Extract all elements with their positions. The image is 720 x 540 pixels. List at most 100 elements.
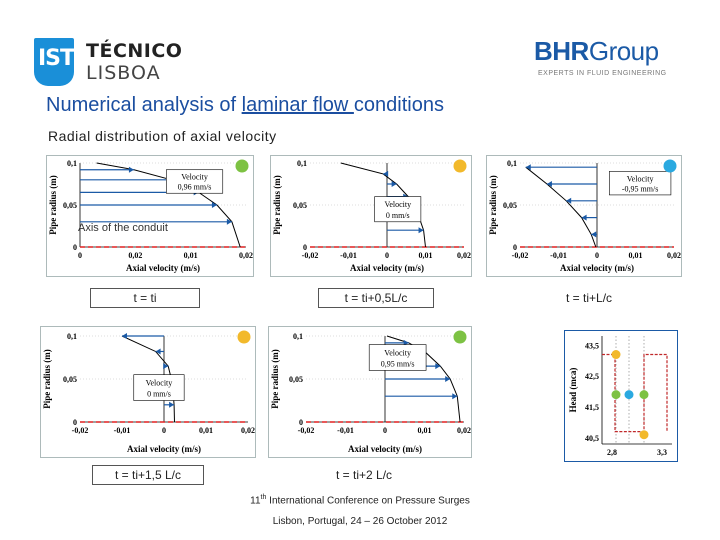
conf-post: International Conference on Pressure Sur… xyxy=(266,495,470,507)
y-tick-label: 0 xyxy=(303,243,307,252)
conference-place: Lisbon, Portugal, 24 – 26 October 2012 xyxy=(272,516,448,527)
plot-svg: 0 0,05 0,1 0 0,02 0,01 0,02 Axial velocity (m/s… xyxy=(46,155,254,277)
bhr-logo-group: Group xyxy=(588,36,659,66)
x-axis-label: Axial velocity (m/s) xyxy=(348,444,422,454)
y-tick-label: 0 xyxy=(73,418,77,427)
velocity-box-line2: -0,95 mm/s xyxy=(622,184,658,193)
y-tick-label: 0 xyxy=(299,418,303,427)
caption-t-ti: t = ti xyxy=(90,288,200,308)
velocity-box-line2: 0 mm/s xyxy=(147,390,171,399)
conf-pre: 11 xyxy=(250,495,261,507)
slide-title: Numerical analysis of laminar flow condi… xyxy=(46,94,444,117)
conduit-axis-label: Axis of the conduit xyxy=(78,222,168,234)
velocity-box-line1: Velocity xyxy=(384,200,411,209)
velocity-arrowhead xyxy=(435,363,441,370)
velocity-box xyxy=(368,344,427,371)
status-marker-icon xyxy=(453,159,467,173)
y-tick-label: 0,05 xyxy=(503,201,517,210)
y-tick-label: 0,1 xyxy=(293,332,303,341)
title-part-underlined: laminar flow xyxy=(241,94,354,116)
x-tick-label: 0,01 xyxy=(419,251,433,260)
x-tick-label: 0,01 xyxy=(629,251,643,260)
head-marker-icon xyxy=(611,350,621,360)
y-tick-label: 0 xyxy=(73,243,77,252)
y-tick-label: 0,1 xyxy=(297,159,307,168)
y-tick-label: 0 xyxy=(513,243,517,252)
head-x-tick: 3,3 xyxy=(657,448,667,457)
slide-subtitle: Radial distribution of axial velocity xyxy=(48,128,277,144)
x-tick-label: 0,02 xyxy=(457,251,471,260)
velocity-arrowhead xyxy=(211,202,217,208)
y-axis-label: Pipe radius (m) xyxy=(48,175,58,235)
y-axis-label: Pipe radius (m) xyxy=(272,175,282,235)
ist-shield-icon xyxy=(34,38,74,86)
x-tick-label: -0,01 xyxy=(340,251,357,260)
velocity-box xyxy=(374,196,422,223)
y-axis-label: Pipe radius (m) xyxy=(42,349,52,409)
x-tick-label: -0,01 xyxy=(337,426,354,435)
head-y-tick: 43,5 xyxy=(585,341,599,350)
velocity-plot-t-ti-2: 0 0,05 0,1 -0,02 -0,01 0 0,01 0,02 Axial velocit… xyxy=(268,326,472,458)
x-tick-label: 0,02 xyxy=(128,251,142,260)
status-marker-icon xyxy=(663,159,677,173)
plot-frame xyxy=(270,155,472,277)
velocity-arrowhead xyxy=(546,181,552,187)
velocity-arrowhead xyxy=(122,333,127,339)
head-y-tick: 40,5 xyxy=(585,434,599,443)
y-tick-label: 0,05 xyxy=(63,201,77,210)
x-tick-label: 0,02 xyxy=(239,251,253,260)
caption-t-ti-half: t = ti+0,5L/c xyxy=(318,288,434,308)
velocity-arrowhead xyxy=(591,231,597,238)
y-tick-label: 0,1 xyxy=(67,159,77,168)
velocity-box-line1: Velocity xyxy=(146,379,173,388)
status-marker-icon xyxy=(235,159,249,173)
x-tick-label: -0,01 xyxy=(114,426,131,435)
velocity-plot-t-ti: 0 0,05 0,1 0 0,02 0,01 0,02 Axial velocity (m/s… xyxy=(46,155,254,277)
x-axis-label: Axial velocity (m/s) xyxy=(560,263,634,273)
velocity-arrowhead xyxy=(226,218,232,225)
conference-name: 11th International Conference on Pressur… xyxy=(0,494,720,506)
head-marker-icon xyxy=(639,430,649,440)
conf-sup: th xyxy=(260,494,267,501)
bhr-logo-main: BHRGroup xyxy=(534,36,684,67)
ist-logo-glyph: IST xyxy=(38,46,75,71)
head-y-label: Head (mca) xyxy=(568,368,578,413)
velocity-box-line2: 0,95 mm/s xyxy=(381,360,415,369)
velocity-arrowhead xyxy=(163,363,169,370)
x-axis-label: Axial velocity (m/s) xyxy=(127,444,201,454)
title-part-b: conditions xyxy=(353,94,444,116)
bhr-logo-sub: EXPERTS IN FLUID ENGINEERING xyxy=(538,70,667,77)
bhr-logo-bhr: BHR xyxy=(534,36,589,66)
x-tick-label: 0,02 xyxy=(241,426,255,435)
head-x-tick: 2,8 xyxy=(607,448,617,457)
velocity-arrowhead xyxy=(445,376,451,382)
head-y-tick: 41,5 xyxy=(585,403,599,412)
caption-t-ti-2: t = ti+2 L/c xyxy=(336,468,393,482)
x-tick-label: 0 xyxy=(595,251,599,260)
x-tick-label: 0,02 xyxy=(667,251,681,260)
velocity-arrowhead xyxy=(128,166,134,173)
velocity-box-line1: Velocity xyxy=(384,348,411,357)
status-marker-icon xyxy=(237,330,251,344)
velocity-arrowhead xyxy=(169,401,175,408)
velocity-box-line1: Velocity xyxy=(627,174,654,183)
y-tick-label: 0,05 xyxy=(63,375,77,384)
plot-svg: 0 0,05 0,1 -0,02 -0,01 0 0,01 0,02 Axial velocit… xyxy=(268,326,472,458)
velocity-box xyxy=(166,169,224,194)
head-marker-icon xyxy=(624,390,634,400)
head-y-tick: 42,5 xyxy=(585,372,599,381)
velocity-arrowhead xyxy=(566,197,572,204)
velocity-box-line1: Velocity xyxy=(181,173,208,182)
velocity-arrowhead xyxy=(581,214,587,221)
ist-logo: IST TÉCNICO LISBOA xyxy=(34,36,182,88)
x-tick-label: -0,01 xyxy=(550,251,567,260)
title-part-a: Numerical analysis of xyxy=(46,94,242,116)
velocity-box-line2: 0 mm/s xyxy=(386,211,410,220)
x-tick-label: -0,02 xyxy=(512,251,529,260)
head-plot: 40,5 41,5 42,5 43,5 2,8 3,3 Head (mca) xyxy=(564,330,678,462)
caption-t-ti-1-5: t = ti+1,5 L/c xyxy=(92,465,204,485)
velocity-box xyxy=(609,171,672,196)
x-tick-label: 0 xyxy=(385,251,389,260)
head-frame xyxy=(564,330,678,462)
velocity-plot-t-ti-half: 0 0,05 0,1 -0,02 -0,01 0 0,01 0,02 Axial velocit… xyxy=(270,155,472,277)
